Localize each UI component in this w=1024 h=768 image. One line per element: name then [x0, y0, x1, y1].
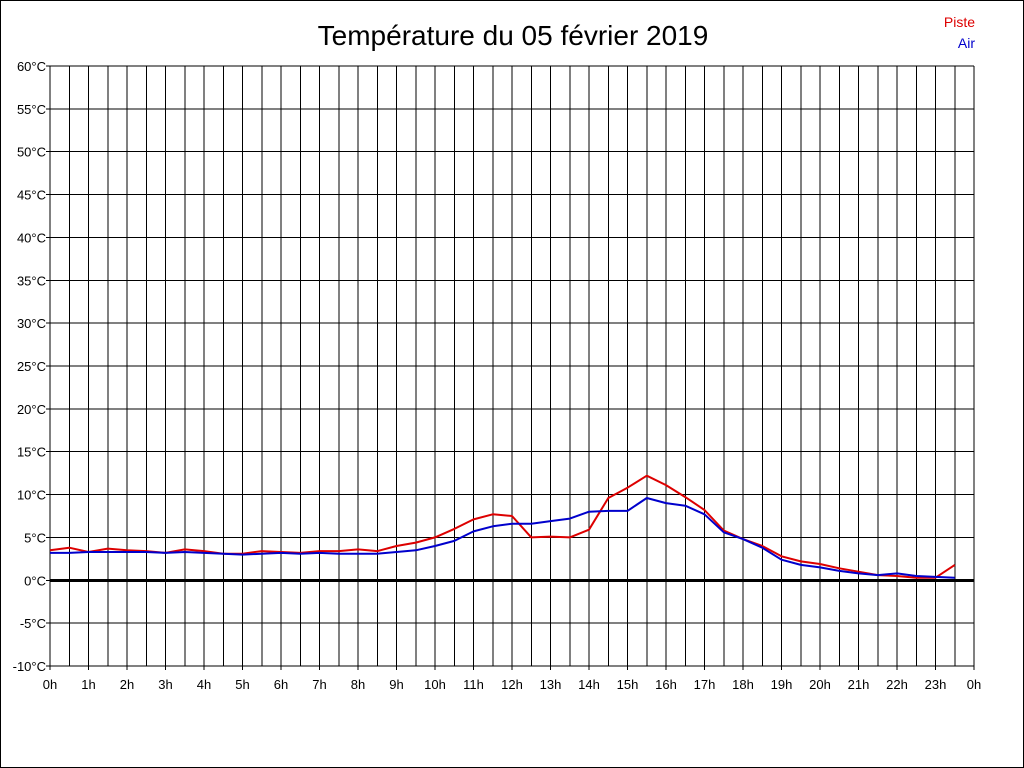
series-line-air [50, 497, 955, 579]
y-tick-label: 40°C [17, 230, 46, 245]
x-tick-label: 18h [732, 677, 754, 692]
x-tick-label: 0h [967, 677, 981, 692]
series-line-piste [49, 474, 956, 579]
x-tick-label: 17h [694, 677, 716, 692]
x-axis-tick-labels: 0h 1h 2h 3h 4h 5h 6h 7h 8h 9h 10h 11h 12h 13h 14h 15h 16… [43, 677, 981, 692]
legend-item-air: Air [958, 35, 975, 51]
x-tick-label: 21h [848, 677, 870, 692]
chart-title: Température du 05 février 2019 [318, 20, 709, 51]
y-tick-label: 5°C [24, 530, 46, 545]
y-tick-label: 50°C [17, 145, 46, 160]
y-tick-label: 55°C [17, 102, 46, 117]
x-tick-label: 22h [886, 677, 908, 692]
y-tick-label: 15°C [17, 445, 46, 460]
x-tick-label: 6h [274, 677, 288, 692]
x-tick-label: 9h [389, 677, 403, 692]
x-tick-label: 14h [578, 677, 600, 692]
series-lines [49, 474, 956, 579]
x-tick-label: 5h [235, 677, 249, 692]
x-tick-label: 11h [463, 677, 484, 692]
x-tick-label: 16h [655, 677, 677, 692]
legend-item-piste: Piste [944, 14, 975, 30]
y-tick-label: 30°C [17, 316, 46, 331]
x-tick-label: 23h [925, 677, 947, 692]
y-tick-label: 35°C [17, 273, 46, 288]
y-tick-label: 10°C [17, 488, 46, 503]
x-tick-label: 2h [120, 677, 134, 692]
x-tick-label: 7h [312, 677, 326, 692]
x-tick-label: 15h [617, 677, 639, 692]
y-tick-label: -10°C [13, 659, 46, 674]
axes [46, 65, 975, 670]
x-tick-label: 0h [43, 677, 57, 692]
legend: Piste Air [944, 14, 975, 51]
x-tick-label: 8h [351, 677, 365, 692]
y-tick-label: 60°C [17, 59, 46, 74]
y-tick-label: 45°C [17, 188, 46, 203]
x-tick-label: 1h [81, 677, 95, 692]
grid [49, 65, 975, 667]
y-tick-label: -5°C [20, 616, 46, 631]
x-tick-label: 20h [809, 677, 831, 692]
x-tick-label: 10h [424, 677, 446, 692]
x-tick-label: 19h [771, 677, 793, 692]
x-tick-label: 12h [501, 677, 523, 692]
y-tick-label: 20°C [17, 402, 46, 417]
x-tick-label: 3h [158, 677, 172, 692]
x-tick-label: 13h [540, 677, 562, 692]
y-tick-label: 25°C [17, 359, 46, 374]
x-tick-label: 4h [197, 677, 211, 692]
y-axis-tick-labels: -10°C -5°C 0°C 5°C 10°C 15°C 20°C 25°C 30°C 35°C 4… [13, 59, 46, 674]
y-tick-label: 0°C [24, 573, 46, 588]
